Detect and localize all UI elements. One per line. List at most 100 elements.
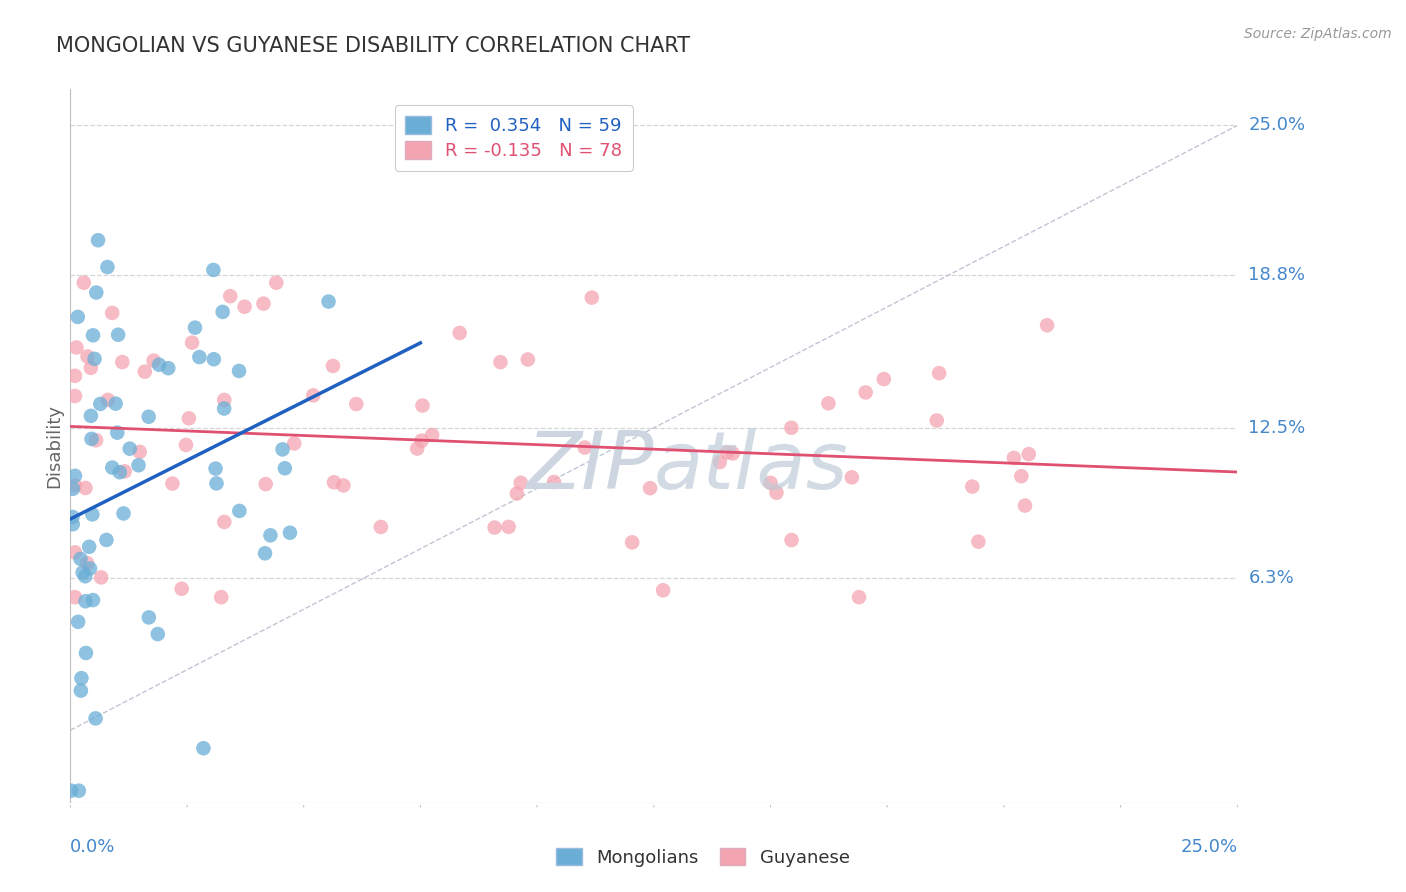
Point bbox=[87, 233, 110, 247]
Point bbox=[138, 409, 160, 424]
Point bbox=[621, 535, 644, 549]
Text: Source: ZipAtlas.com: Source: ZipAtlas.com bbox=[1244, 27, 1392, 41]
Text: 12.5%: 12.5% bbox=[1249, 419, 1306, 437]
Point bbox=[82, 328, 104, 343]
Point bbox=[82, 593, 104, 607]
Point bbox=[63, 590, 86, 604]
Point bbox=[62, 510, 84, 524]
Point bbox=[254, 477, 277, 491]
Point bbox=[76, 556, 98, 570]
Point bbox=[62, 517, 84, 532]
Point bbox=[855, 385, 877, 400]
Point bbox=[63, 368, 86, 383]
Point bbox=[202, 263, 225, 277]
Point bbox=[509, 475, 531, 490]
Point bbox=[264, 276, 287, 290]
Point bbox=[114, 464, 136, 478]
Point bbox=[138, 610, 160, 624]
Point bbox=[170, 582, 193, 596]
Point bbox=[228, 504, 250, 518]
Point bbox=[1036, 318, 1059, 333]
Point bbox=[75, 646, 97, 660]
Point bbox=[177, 411, 200, 425]
Point bbox=[212, 401, 235, 416]
Point bbox=[344, 397, 367, 411]
Point bbox=[97, 392, 120, 407]
Point bbox=[817, 396, 839, 410]
Point bbox=[873, 372, 896, 386]
Point bbox=[101, 306, 124, 320]
Point bbox=[118, 442, 141, 456]
Point bbox=[79, 561, 101, 575]
Point bbox=[848, 590, 870, 604]
Point bbox=[302, 388, 325, 402]
Point bbox=[516, 352, 538, 367]
Point bbox=[543, 475, 565, 489]
Point bbox=[214, 515, 236, 529]
Text: 0.0%: 0.0% bbox=[70, 838, 115, 855]
Point bbox=[60, 783, 83, 797]
Text: MONGOLIAN VS GUYANESE DISABILITY CORRELATION CHART: MONGOLIAN VS GUYANESE DISABILITY CORRELA… bbox=[56, 36, 690, 55]
Point bbox=[76, 350, 98, 364]
Point bbox=[107, 327, 129, 342]
Point bbox=[780, 421, 803, 435]
Point bbox=[1010, 469, 1032, 483]
Point bbox=[112, 507, 135, 521]
Point bbox=[146, 627, 169, 641]
Point bbox=[716, 445, 738, 459]
Point bbox=[75, 481, 97, 495]
Point bbox=[420, 428, 443, 442]
Point bbox=[83, 351, 105, 366]
Point bbox=[759, 475, 782, 490]
Point bbox=[90, 570, 112, 584]
Legend: Mongolians, Guyanese: Mongolians, Guyanese bbox=[548, 841, 858, 874]
Point bbox=[63, 545, 86, 559]
Point bbox=[323, 475, 346, 490]
Point bbox=[581, 291, 603, 305]
Text: atlas: atlas bbox=[654, 428, 849, 507]
Point bbox=[925, 413, 948, 427]
Text: 18.8%: 18.8% bbox=[1249, 267, 1305, 285]
Point bbox=[252, 296, 274, 310]
Point bbox=[89, 397, 111, 411]
Point bbox=[82, 508, 104, 522]
Point bbox=[332, 478, 354, 492]
Point bbox=[233, 300, 256, 314]
Point bbox=[66, 310, 89, 324]
Point bbox=[449, 326, 471, 340]
Point bbox=[70, 671, 93, 685]
Point bbox=[157, 361, 180, 376]
Text: ZIP: ZIP bbox=[526, 428, 654, 507]
Point bbox=[84, 433, 107, 447]
Point bbox=[370, 520, 392, 534]
Point bbox=[63, 478, 86, 492]
Point bbox=[765, 485, 787, 500]
Point bbox=[184, 320, 207, 334]
Point bbox=[67, 615, 90, 629]
Legend: R =  0.354   N = 59, R = -0.135   N = 78: R = 0.354 N = 59, R = -0.135 N = 78 bbox=[395, 105, 633, 171]
Point bbox=[174, 438, 197, 452]
Point bbox=[638, 481, 661, 495]
Point bbox=[498, 520, 520, 534]
Point bbox=[70, 683, 93, 698]
Point bbox=[484, 520, 506, 534]
Point bbox=[1014, 499, 1036, 513]
Point bbox=[322, 359, 344, 373]
Point bbox=[69, 552, 91, 566]
Point bbox=[254, 546, 277, 560]
Point bbox=[271, 442, 294, 457]
Point bbox=[80, 360, 103, 375]
Point bbox=[104, 397, 127, 411]
Point bbox=[63, 389, 86, 403]
Point bbox=[721, 446, 744, 460]
Text: 6.3%: 6.3% bbox=[1249, 569, 1294, 587]
Point bbox=[841, 470, 863, 484]
Point bbox=[202, 352, 225, 367]
Point bbox=[80, 432, 103, 446]
Point bbox=[506, 486, 529, 500]
Point bbox=[193, 741, 215, 756]
Point bbox=[63, 468, 86, 483]
Point bbox=[188, 350, 211, 364]
Point bbox=[214, 392, 236, 407]
Point bbox=[148, 358, 170, 372]
